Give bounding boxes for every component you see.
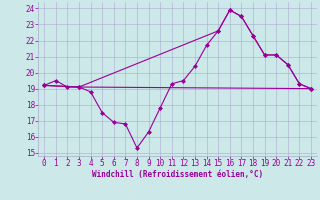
X-axis label: Windchill (Refroidissement éolien,°C): Windchill (Refroidissement éolien,°C) [92, 170, 263, 179]
